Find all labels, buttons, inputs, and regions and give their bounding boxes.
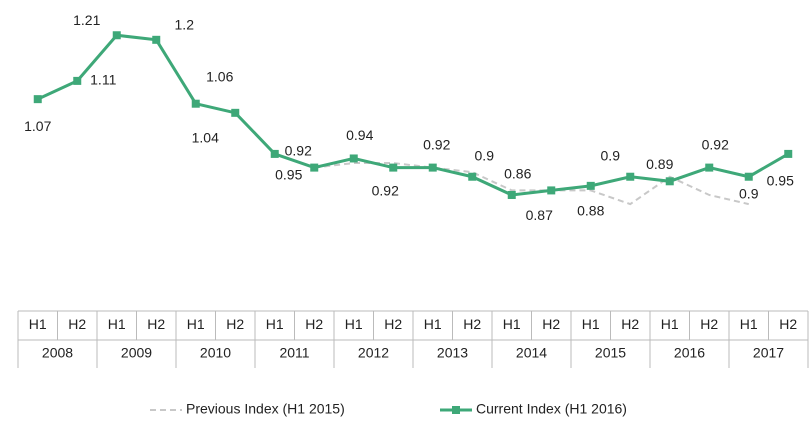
data-label: 0.92 — [423, 136, 450, 152]
x-tick-label: H1 — [345, 316, 363, 332]
x-tick-label: H1 — [582, 316, 600, 332]
group-label: 2016 — [674, 345, 705, 361]
data-label: 0.9 — [475, 147, 495, 163]
data-label: 1.2 — [175, 17, 195, 33]
marker — [73, 76, 82, 85]
x-tick-label: H2 — [384, 316, 402, 332]
marker — [428, 163, 437, 172]
data-label: 0.9 — [601, 147, 621, 163]
marker — [270, 149, 279, 158]
group-label: 2017 — [753, 345, 784, 361]
marker — [33, 95, 42, 104]
legend-label: Current Index (H1 2016) — [476, 401, 627, 417]
x-tick-label: H1 — [740, 316, 758, 332]
marker — [784, 149, 793, 158]
marker — [191, 99, 200, 108]
data-label: 1.04 — [192, 130, 219, 146]
group-label: 2009 — [121, 345, 152, 361]
x-tick-label: H2 — [463, 316, 481, 332]
data-label: 0.88 — [577, 203, 604, 219]
marker — [310, 163, 319, 172]
data-label: 0.89 — [646, 156, 673, 172]
data-label: 1.06 — [206, 68, 233, 84]
x-tick-label: H1 — [424, 316, 442, 332]
marker — [665, 177, 674, 186]
group-label: 2015 — [595, 345, 626, 361]
marker — [705, 163, 714, 172]
legend-marker — [452, 406, 460, 414]
x-tick-label: H1 — [661, 316, 679, 332]
data-label: 0.94 — [346, 127, 373, 143]
data-label: 0.86 — [504, 166, 531, 182]
marker — [626, 172, 635, 181]
x-tick-label: H2 — [226, 316, 244, 332]
x-tick-label: H1 — [503, 316, 521, 332]
marker — [507, 190, 516, 199]
data-label: 0.92 — [372, 182, 399, 198]
x-tick-label: H1 — [108, 316, 126, 332]
x-tick-label: H2 — [621, 316, 639, 332]
x-tick-label: H2 — [147, 316, 165, 332]
marker — [547, 186, 556, 195]
marker — [586, 181, 595, 190]
marker — [468, 172, 477, 181]
x-tick-label: H2 — [542, 316, 560, 332]
marker — [389, 163, 398, 172]
group-label: 2013 — [437, 345, 468, 361]
series-line — [37, 33, 790, 197]
marker — [349, 154, 358, 163]
data-label: 1.21 — [73, 12, 100, 28]
marker — [112, 31, 121, 40]
data-label: 0.95 — [767, 173, 794, 189]
x-tick-label: H2 — [779, 316, 797, 332]
series-line — [314, 162, 749, 206]
marker — [152, 35, 161, 44]
x-tick-label: H2 — [700, 316, 718, 332]
data-label: 1.07 — [24, 118, 51, 134]
x-tick-label: H2 — [68, 316, 86, 332]
data-label: 0.95 — [275, 167, 302, 183]
legend-label: Previous Index (H1 2015) — [186, 401, 345, 417]
x-tick-label: H1 — [266, 316, 284, 332]
group-label: 2008 — [42, 345, 73, 361]
group-label: 2010 — [200, 345, 231, 361]
group-label: 2014 — [516, 345, 547, 361]
marker — [744, 172, 753, 181]
group-label: 2012 — [358, 345, 389, 361]
marker — [231, 108, 240, 117]
data-label: 0.87 — [526, 207, 553, 223]
x-tick-label: H1 — [187, 316, 205, 332]
data-label: 1.11 — [90, 72, 116, 88]
data-label: 0.92 — [285, 142, 312, 158]
x-tick-label: H2 — [305, 316, 323, 332]
data-label: 0.9 — [739, 185, 759, 201]
x-tick-label: H1 — [29, 316, 47, 332]
group-label: 2011 — [279, 345, 309, 361]
data-label: 0.92 — [702, 136, 729, 152]
